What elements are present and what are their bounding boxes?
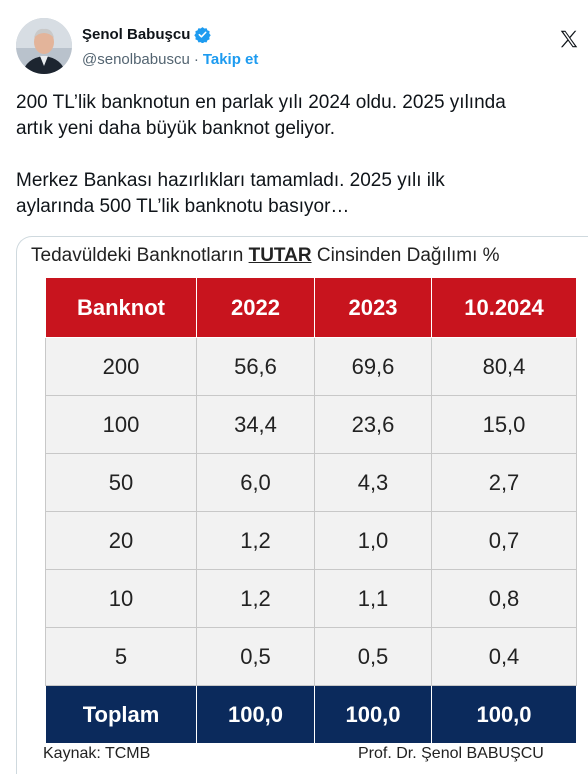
verified-badge-icon xyxy=(194,27,212,43)
table-row-cell: 1,2 xyxy=(196,569,315,628)
table-header-row-cell: 10.2024 xyxy=(431,277,577,338)
table-total-row-cell: Toplam xyxy=(45,685,197,744)
table-row-cell: 56,6 xyxy=(196,337,315,396)
author-name[interactable]: Şenol Babuşcu xyxy=(82,26,191,43)
table-row-cell: 1,2 xyxy=(196,511,315,570)
source-label: Kaynak: TCMB xyxy=(43,745,151,762)
separator-dot: · xyxy=(193,51,199,68)
table-header-row: Banknot 2022 2023 10.2024 xyxy=(45,277,577,338)
table-row-cell: 80,4 xyxy=(431,337,577,396)
author-name-row: Şenol Babuşcu xyxy=(82,26,212,43)
tweet-header: Şenol Babuşcu @senolbabuscu · Takip et xyxy=(16,18,578,78)
author-handle[interactable]: @senolbabuscu xyxy=(82,51,190,68)
tweet-media-image[interactable]: Tedavüldeki Banknotların TUTAR Cinsinden… xyxy=(16,236,588,774)
table-row-cell: 1,0 xyxy=(314,511,432,570)
handle-row: @senolbabuscu · Takip et xyxy=(82,51,258,68)
banknote-table: Banknot 2022 2023 10.2024 200 56,6 69,6 80,4 100… xyxy=(45,277,577,744)
table-row-cell: 100 xyxy=(45,395,197,454)
table-title: Tedavüldeki Banknotların TUTAR Cinsinden… xyxy=(31,245,500,267)
tweet-line: aylarında 500 TL’lik banknotu basıyor… xyxy=(16,196,350,217)
tweet-line: Merkez Bankası hazırlıkları tamamladı. 2… xyxy=(16,170,445,191)
table-row-cell: 20 xyxy=(45,511,197,570)
table-row-cell: 5 xyxy=(45,627,197,686)
table-row: 10 1,2 1,1 0,8 xyxy=(45,569,577,628)
table-row-cell: 1,1 xyxy=(314,569,432,628)
table-row-cell: 69,6 xyxy=(314,337,432,396)
table-row: 20 1,2 1,0 0,7 xyxy=(45,511,577,570)
table-total-row: Toplam 100,0 100,0 100,0 xyxy=(45,685,577,744)
table-row-cell: 10 xyxy=(45,569,197,628)
table-row-cell: 200 xyxy=(45,337,197,396)
table-row-cell: 0,4 xyxy=(431,627,577,686)
table-row-cell: 15,0 xyxy=(431,395,577,454)
table-row: 100 34,4 23,6 15,0 xyxy=(45,395,577,454)
table-header-row-cell: 2022 xyxy=(196,277,315,338)
table-row-cell: 50 xyxy=(45,453,197,512)
table-total-row-cell: 100,0 xyxy=(196,685,315,744)
table-row: 50 6,0 4,3 2,7 xyxy=(45,453,577,512)
table-row-cell: 4,3 xyxy=(314,453,432,512)
credit-label: Prof. Dr. Şenol BABUŞCU xyxy=(358,745,544,762)
tweet-text: 200 TL’lik banknotun en parlak yılı 2024… xyxy=(16,90,588,220)
table-row-cell: 2,7 xyxy=(431,453,577,512)
table-row-cell: 0,5 xyxy=(196,627,315,686)
tweet-paragraph-1: 200 TL’lik banknotun en parlak yılı 2024… xyxy=(16,90,588,142)
table-title-suffix: Cinsinden Dağılımı % xyxy=(311,245,500,266)
avatar[interactable] xyxy=(16,18,72,74)
table-row-cell: 0,7 xyxy=(431,511,577,570)
tweet-line: 200 TL’lik banknotun en parlak yılı 2024… xyxy=(16,92,506,113)
x-logo-icon[interactable] xyxy=(558,28,580,50)
tweet-paragraph-2: Merkez Bankası hazırlıkları tamamladı. 2… xyxy=(16,168,588,220)
table-header-row-cell: 2023 xyxy=(314,277,432,338)
table-row-cell: 0,5 xyxy=(314,627,432,686)
table-row-cell: 0,8 xyxy=(431,569,577,628)
table-total-row-cell: 100,0 xyxy=(431,685,577,744)
table-total-row-cell: 100,0 xyxy=(314,685,432,744)
table-row: 200 56,6 69,6 80,4 xyxy=(45,337,577,396)
table-row-cell: 6,0 xyxy=(196,453,315,512)
table-row-cell: 23,6 xyxy=(314,395,432,454)
table-title-emphasis: TUTAR xyxy=(248,245,312,266)
table-header-row-cell: Banknot xyxy=(45,277,197,338)
follow-button[interactable]: Takip et xyxy=(202,51,259,68)
tweet-line: artık yeni daha büyük banknot geliyor. xyxy=(16,118,335,139)
table-title-prefix: Tedavüldeki Banknotların xyxy=(31,245,249,266)
table-row: 5 0,5 0,5 0,4 xyxy=(45,627,577,686)
table-row-cell: 34,4 xyxy=(196,395,315,454)
